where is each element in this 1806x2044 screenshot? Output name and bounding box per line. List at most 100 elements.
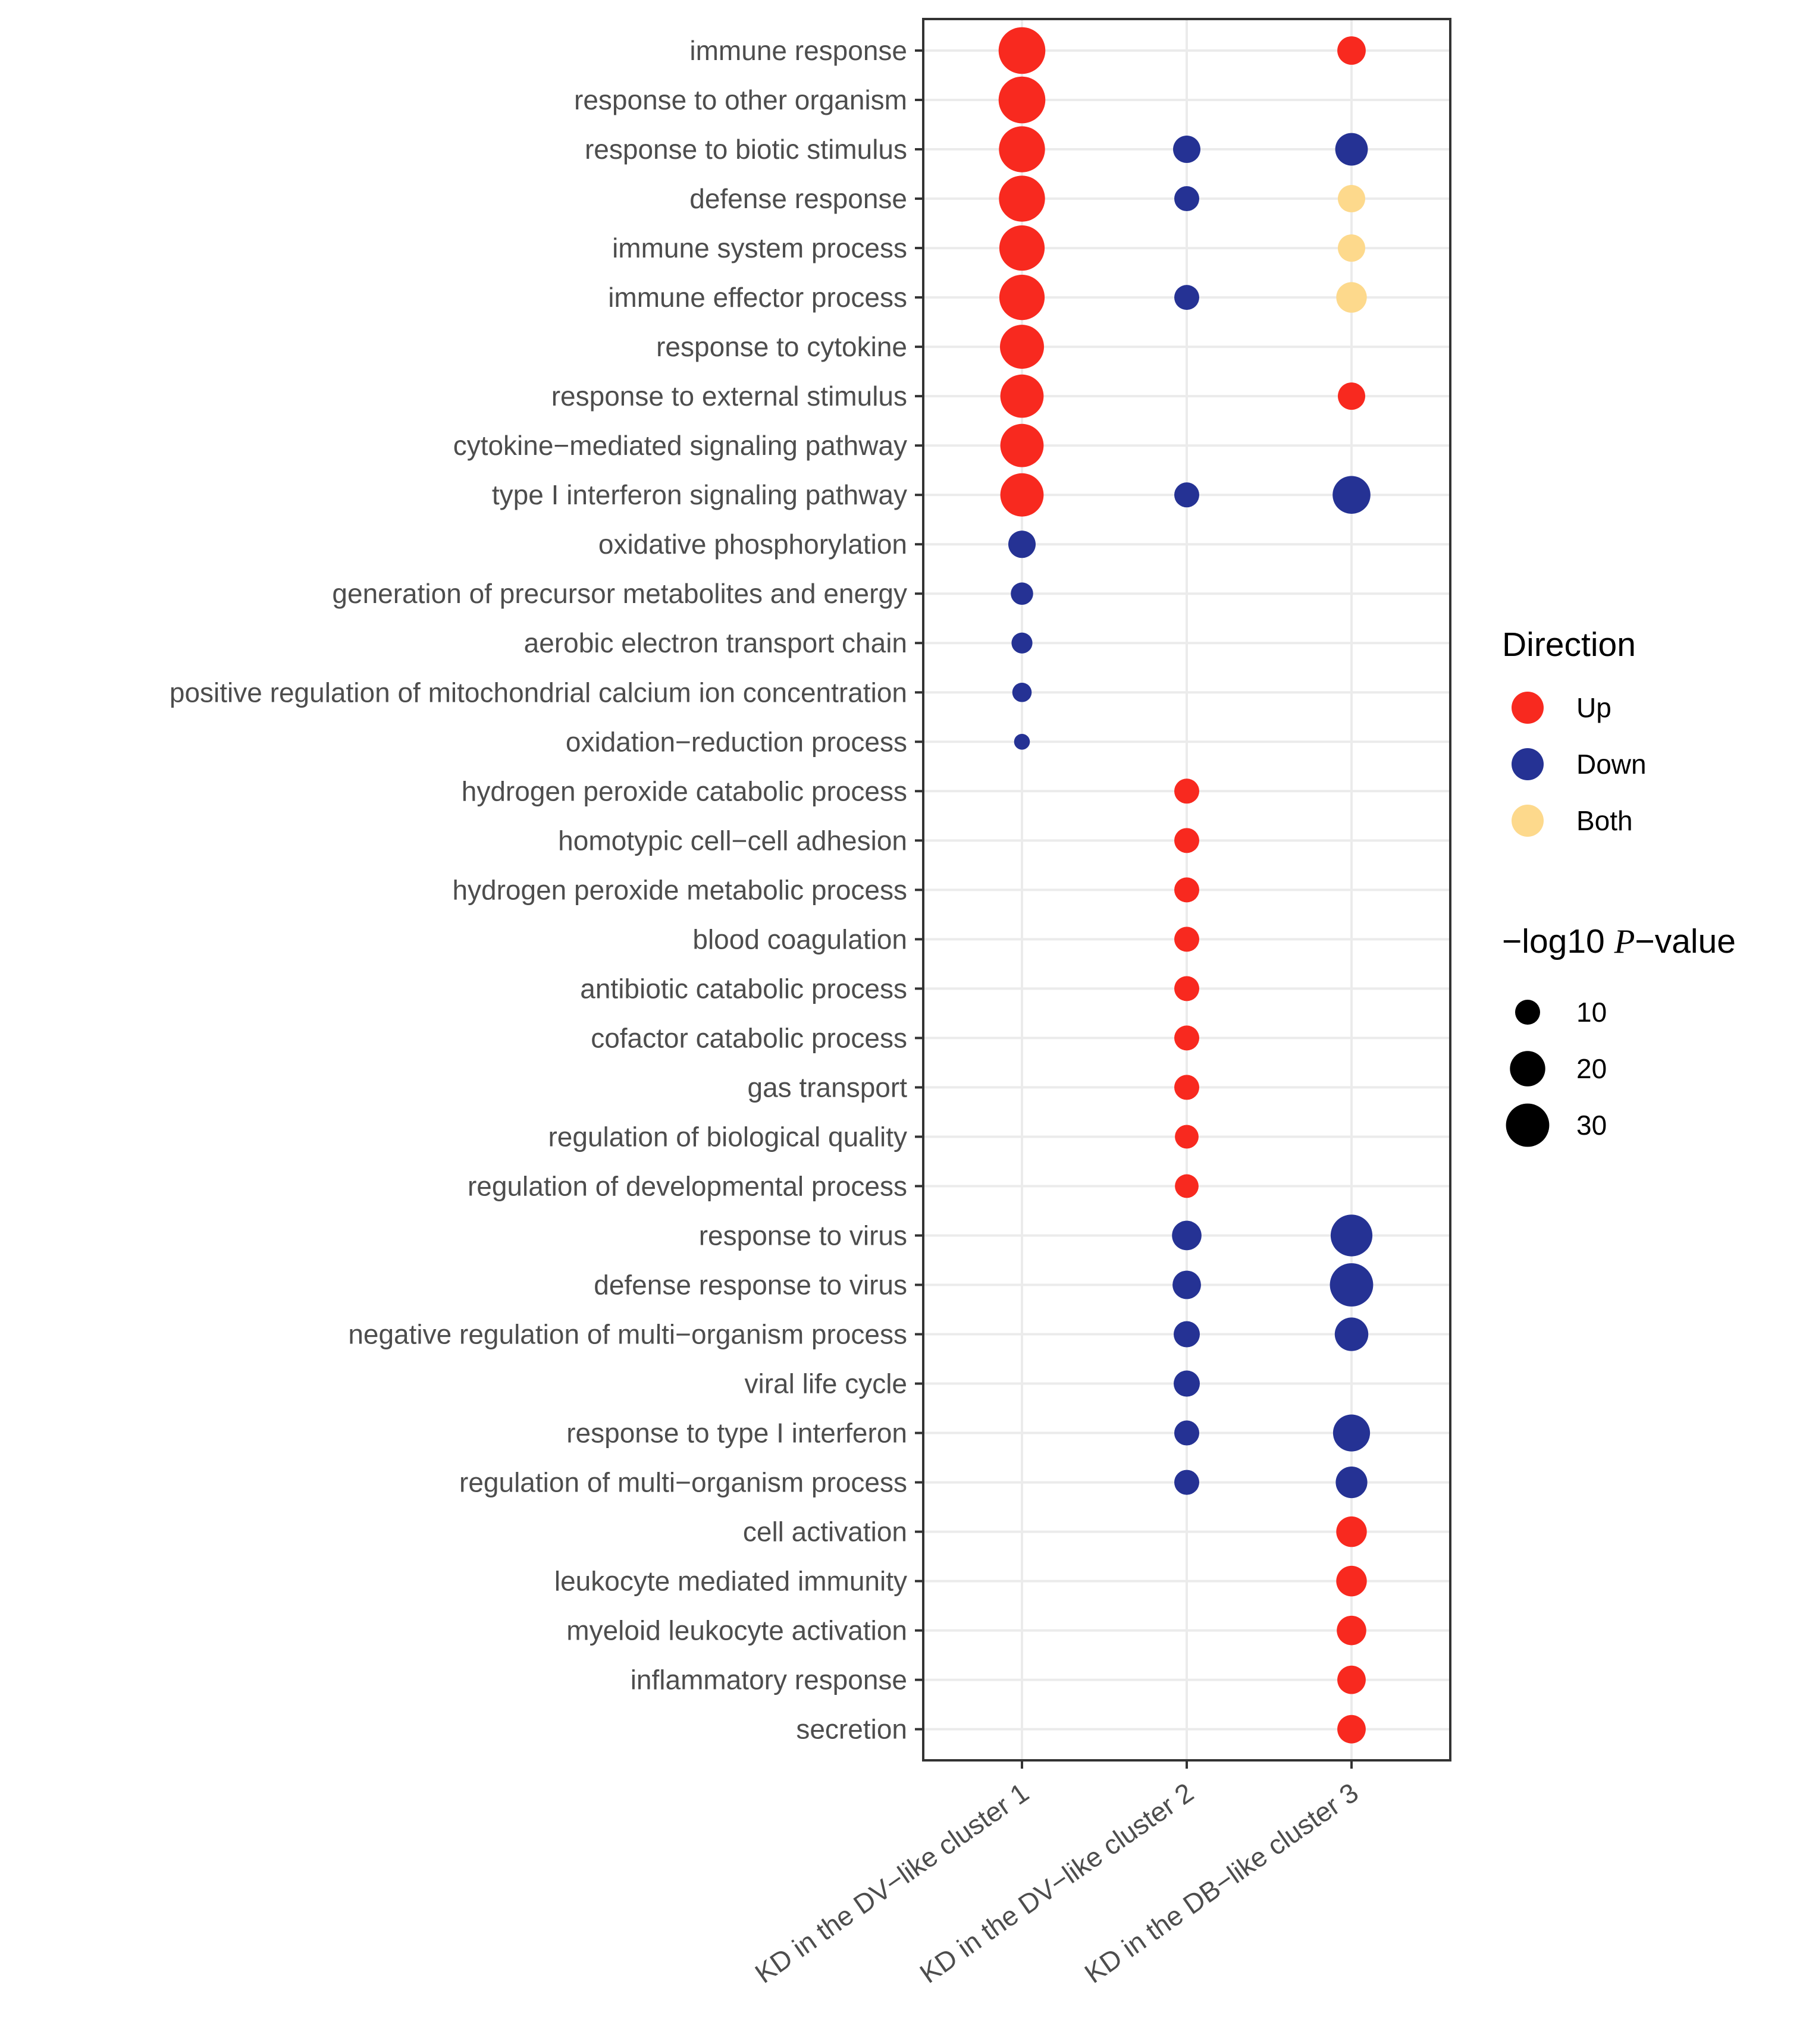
y-tick-label: regulation of biological quality xyxy=(548,1121,907,1152)
data-point-down xyxy=(1174,285,1199,310)
data-point-both xyxy=(1338,185,1365,213)
data-point-up xyxy=(1337,36,1366,65)
y-tick-label: defense response xyxy=(689,183,907,214)
data-point-up xyxy=(1337,1715,1366,1744)
legend-size-entries: 10 20 30 xyxy=(1506,997,1607,1147)
y-tick-label: cytokine−mediated signaling pathway xyxy=(453,430,907,461)
data-point-down xyxy=(1011,632,1033,654)
y-tick-label: antibiotic catabolic process xyxy=(580,973,907,1004)
data-point-down xyxy=(1172,1270,1201,1299)
data-point-up xyxy=(1175,1174,1199,1198)
data-point-down xyxy=(1174,1370,1200,1397)
legend-size-label: 20 xyxy=(1576,1053,1607,1084)
data-point-up xyxy=(1336,1565,1367,1597)
legend-size-title-p: P xyxy=(1614,923,1635,960)
data-point-up xyxy=(1175,1125,1199,1149)
legend-size-dot xyxy=(1506,1103,1550,1147)
y-tick-label: hydrogen peroxide metabolic process xyxy=(452,874,907,905)
data-point-up xyxy=(1174,877,1199,903)
data-point-down xyxy=(1008,530,1036,558)
data-point-down xyxy=(1012,682,1032,702)
legend-direction-title: Direction xyxy=(1502,626,1636,664)
data-point-up xyxy=(1000,473,1044,517)
data-point-down xyxy=(1330,1214,1373,1257)
panel-border xyxy=(922,18,1451,1762)
data-points xyxy=(998,27,1374,1744)
legend-label-down: Down xyxy=(1576,749,1647,780)
y-tick-label: blood coagulation xyxy=(692,924,907,955)
data-point-up xyxy=(1336,1516,1367,1547)
data-point-down xyxy=(1332,476,1371,514)
data-point-down xyxy=(1335,1466,1368,1499)
legend-size-label: 30 xyxy=(1576,1110,1607,1141)
y-tick-label: inflammatory response xyxy=(631,1665,907,1696)
y-tick-label: secretion xyxy=(796,1714,907,1745)
y-tick-label: leukocyte mediated immunity xyxy=(554,1566,907,1597)
y-tick-label: immune effector process xyxy=(608,282,907,313)
y-tick-label: regulation of developmental process xyxy=(468,1170,907,1201)
data-point-up xyxy=(1174,1075,1199,1100)
legend-size-title-pre: −log10 xyxy=(1502,922,1614,960)
y-tick-label: response to other organism xyxy=(574,84,907,115)
y-tick-label: oxidative phosphorylation xyxy=(598,529,907,560)
y-tick-label: myeloid leukocyte activation xyxy=(566,1615,907,1646)
y-tick-label: response to external stimulus xyxy=(551,381,907,412)
y-tick-label: oxidation−reduction process xyxy=(566,726,907,757)
data-point-up xyxy=(999,175,1045,222)
data-point-both xyxy=(1336,282,1367,313)
y-tick-label: gas transport xyxy=(748,1072,908,1103)
data-point-up xyxy=(999,275,1045,321)
y-tick-label: cofactor catabolic process xyxy=(591,1022,907,1053)
data-point-down xyxy=(1173,136,1200,164)
y-tick-label: response to cytokine xyxy=(656,331,907,362)
y-tick-label: response to type I interferon xyxy=(566,1418,907,1449)
data-point-down xyxy=(1014,733,1030,750)
data-point-up xyxy=(1174,828,1199,853)
y-tick-label: type I interferon signaling pathway xyxy=(492,479,907,510)
y-tick-label: cell activation xyxy=(743,1516,907,1547)
legend-size-title-post: −value xyxy=(1635,922,1736,960)
data-point-down xyxy=(1334,1317,1369,1351)
data-point-up xyxy=(998,27,1046,74)
data-point-down xyxy=(1174,1470,1199,1495)
legend-size-dot xyxy=(1515,1000,1540,1025)
data-point-up xyxy=(1337,1615,1366,1646)
legend-swatch-both xyxy=(1512,805,1544,837)
y-tick-label: regulation of multi−organism process xyxy=(459,1467,907,1498)
data-point-down xyxy=(1174,482,1199,508)
data-point-down xyxy=(1332,1414,1371,1452)
y-tick-label: aerobic electron transport chain xyxy=(524,627,907,658)
legend-size-dot xyxy=(1510,1051,1545,1087)
y-tick-label: response to virus xyxy=(699,1220,907,1251)
data-point-down xyxy=(1011,582,1033,605)
data-point-up xyxy=(1000,325,1044,369)
data-point-down xyxy=(1172,1220,1202,1251)
y-tick-label: immune response xyxy=(689,35,907,66)
data-point-down xyxy=(1174,186,1199,212)
data-point-down xyxy=(1174,1420,1199,1446)
legend: Direction Up Down Both −log10 P−value 10 20… xyxy=(1502,626,1736,1147)
data-point-up xyxy=(1174,1025,1199,1051)
y-tick-label: generation of precursor metabolites and … xyxy=(332,578,907,609)
y-tick-label: response to biotic stimulus xyxy=(585,134,907,165)
data-point-up xyxy=(999,225,1045,271)
legend-label-up: Up xyxy=(1576,692,1611,723)
y-tick-label: viral life cycle xyxy=(744,1368,907,1399)
data-point-down xyxy=(1330,1263,1374,1307)
data-point-up xyxy=(998,76,1046,124)
y-tick-label: homotypic cell−cell adhesion xyxy=(558,825,907,856)
data-point-up xyxy=(1000,423,1044,467)
legend-size-label: 10 xyxy=(1576,997,1607,1028)
y-tick-label: immune system process xyxy=(612,233,907,263)
legend-size-title: −log10 P−value xyxy=(1502,922,1736,960)
data-point-up xyxy=(1000,374,1044,418)
data-point-up xyxy=(1174,927,1199,952)
data-point-up xyxy=(1174,976,1199,1001)
y-tick-label: defense response to virus xyxy=(594,1270,907,1301)
y-tick-label: negative regulation of multi−organism pr… xyxy=(348,1319,907,1350)
legend-swatch-down xyxy=(1512,748,1544,780)
legend-color-entries: Up Down Both xyxy=(1512,692,1647,837)
legend-swatch-up xyxy=(1512,692,1544,724)
